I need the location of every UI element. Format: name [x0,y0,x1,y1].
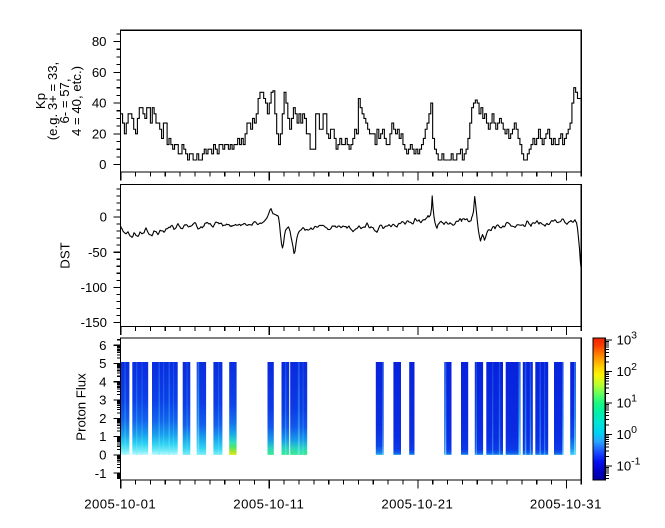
svg-text:Kp: Kp [33,93,48,109]
svg-text:2005-10-01: 2005-10-01 [84,497,156,512]
svg-text:6: 6 [99,338,106,353]
svg-text:80: 80 [92,34,107,49]
svg-text:-150: -150 [81,315,107,330]
svg-text:4 = 40, etc.): 4 = 40, etc.) [69,66,84,136]
svg-text:5: 5 [99,356,106,371]
svg-text:3: 3 [99,393,106,408]
svg-text:60: 60 [92,65,107,80]
svg-text:-1: -1 [95,466,107,481]
svg-text:-100: -100 [81,280,107,295]
svg-text:2: 2 [99,411,106,426]
svg-text:0: 0 [99,157,106,172]
svg-text:0: 0 [100,210,107,225]
svg-text:2005-10-21: 2005-10-21 [381,497,453,512]
svg-text:0: 0 [99,448,106,463]
svg-text:Proton Flux: Proton Flux [74,373,89,441]
svg-text:DST: DST [58,242,73,268]
svg-text:20: 20 [92,126,107,141]
svg-text:2005-10-31: 2005-10-31 [530,497,602,512]
svg-text:6- = 57,: 6- = 57, [57,78,72,123]
svg-text:1: 1 [99,429,106,444]
svg-text:-50: -50 [88,245,107,260]
svg-text:2005-10-11: 2005-10-11 [233,497,304,512]
svg-text:40: 40 [92,96,107,111]
svg-text:(e.g. 3+ = 33,: (e.g. 3+ = 33, [45,62,60,140]
svg-text:4: 4 [99,374,106,389]
